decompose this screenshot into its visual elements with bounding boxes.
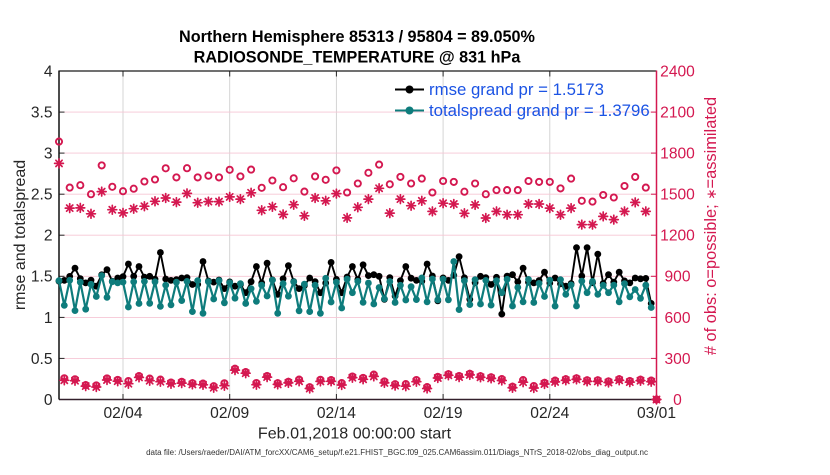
svg-text:1.5: 1.5 <box>31 269 53 286</box>
svg-text:600: 600 <box>664 310 690 327</box>
svg-text:300: 300 <box>664 351 690 368</box>
svg-text:rmse grand pr = 1.5173: rmse grand pr = 1.5173 <box>429 80 604 99</box>
svg-text:2400: 2400 <box>660 63 695 80</box>
svg-text:rmse and totalspread: rmse and totalspread <box>12 160 29 310</box>
svg-text:03/01: 03/01 <box>637 405 676 422</box>
svg-text:1200: 1200 <box>660 228 695 245</box>
svg-text:2.5: 2.5 <box>31 187 53 204</box>
svg-text:Feb.01,2018 00:00:00 start: Feb.01,2018 00:00:00 start <box>258 425 452 443</box>
svg-text:totalspread grand pr = 1.3796: totalspread grand pr = 1.3796 <box>429 101 650 120</box>
svg-text:02/19: 02/19 <box>424 405 463 422</box>
svg-text:900: 900 <box>664 269 690 286</box>
svg-text:1800: 1800 <box>660 146 695 163</box>
svg-text:0: 0 <box>44 392 53 409</box>
svg-text:1: 1 <box>44 310 53 327</box>
svg-text:4: 4 <box>44 63 53 80</box>
svg-text:Northern Hemisphere 85313 / 95: Northern Hemisphere 85313 / 95804 = 89.0… <box>179 28 535 46</box>
svg-text:2: 2 <box>44 228 53 245</box>
svg-text:02/04: 02/04 <box>103 405 142 422</box>
svg-text:02/24: 02/24 <box>530 405 569 422</box>
svg-text:3.5: 3.5 <box>31 105 53 122</box>
svg-text:data file: /Users/raeder/DAI/A: data file: /Users/raeder/DAI/ATM_forcXX/… <box>146 448 648 457</box>
svg-text:RADIOSONDE_TEMPERATURE @ 831 h: RADIOSONDE_TEMPERATURE @ 831 hPa <box>194 49 522 67</box>
svg-text:0: 0 <box>673 392 682 409</box>
svg-text:2100: 2100 <box>660 105 695 122</box>
svg-text:# of obs: o=possible; ∗=assimi: # of obs: o=possible; ∗=assimilated <box>702 97 720 355</box>
svg-text:02/09: 02/09 <box>210 405 249 422</box>
svg-text:02/14: 02/14 <box>317 405 356 422</box>
svg-text:3: 3 <box>44 146 53 163</box>
svg-text:1500: 1500 <box>660 187 695 204</box>
svg-text:0.5: 0.5 <box>31 351 53 368</box>
